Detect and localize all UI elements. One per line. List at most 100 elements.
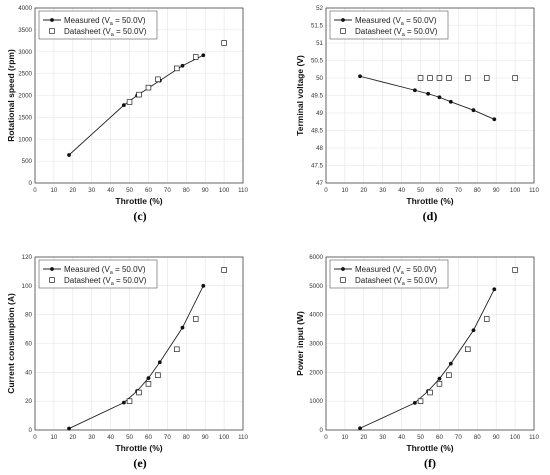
legend-marker-datasheet (49, 28, 55, 34)
data-point-datasheet (465, 346, 471, 353)
x-tick-label: 110 (238, 434, 248, 441)
x-tick-label: 70 (455, 187, 462, 194)
legend-label-measured: Measured (Va = 50.0V) (64, 16, 146, 27)
x-tick-label: 90 (202, 434, 209, 441)
plot-frame (34, 256, 244, 431)
x-tick-label: 70 (455, 434, 462, 441)
data-point-datasheet (136, 389, 142, 396)
y-axis-label: Rotational speed (rpm) (6, 49, 16, 142)
data-point-measured (412, 88, 417, 93)
legend-box (38, 259, 158, 289)
data-point-datasheet (126, 398, 133, 404)
data-point-measured (412, 400, 417, 405)
y-axis-label: Terminal voltage (V) (295, 55, 305, 136)
y-tick-label: 1500 (18, 114, 32, 121)
x-tick-label: 20 (360, 187, 367, 194)
chart-panel-c: 0 10 20 30 40 50 60 70 80 90 100 110 0 500 1000 1500 200… (6, 5, 248, 223)
data-point-measured (146, 376, 151, 380)
y-tick-label: 60 (25, 341, 32, 348)
data-point-measured (180, 63, 185, 68)
x-tick-label: 60 (145, 187, 152, 194)
chart-panel-f: 0 10 20 30 40 50 60 70 80 90 100 110 0 1000 2000 3000 40… (295, 254, 539, 470)
x-tick-label: 60 (436, 434, 443, 441)
y-tick-label: 48.5 (311, 128, 324, 135)
x-tick-label: 100 (510, 187, 521, 194)
x-tick-label: 50 (126, 434, 133, 441)
legend-marker-datasheet (340, 28, 346, 34)
y-tick-label: 4000 (18, 5, 32, 12)
y-tick-label: 1000 (18, 136, 32, 143)
data-point-measured (426, 91, 431, 96)
y-axis-label: Current consumption (A) (6, 293, 16, 394)
chart-panel-e: 0 10 20 30 40 50 60 70 80 90 100 110 0 20 40 60 80 100 120… (6, 254, 248, 470)
data-point-datasheet (155, 76, 161, 83)
data-point-datasheet (446, 372, 452, 378)
data-point-datasheet (427, 75, 433, 81)
x-tick-label: 40 (398, 434, 405, 441)
x-axis-label: Throttle (%) (115, 443, 162, 453)
data-point-measured (67, 153, 71, 157)
y-tick-label: 3500 (18, 27, 32, 34)
x-tick-label: 10 (50, 187, 57, 194)
x-tick-label: 80 (474, 187, 481, 194)
y-tick-label: 40 (25, 369, 32, 376)
data-point-measured (492, 117, 497, 122)
data-point-datasheet (155, 372, 161, 378)
x-tick-label: 0 (33, 434, 37, 441)
data-point-measured (358, 74, 362, 79)
data-point-datasheet (436, 381, 443, 387)
y-tick-label: 500 (22, 158, 33, 165)
data-point-datasheet (483, 316, 490, 322)
x-tick-label: 110 (529, 187, 539, 194)
x-tick-label: 50 (126, 187, 133, 194)
data-point-datasheet (192, 54, 199, 60)
x-tick-label: 70 (164, 434, 171, 441)
legend-marker-measured (341, 18, 345, 22)
y-tick-label: 47.5 (311, 163, 324, 170)
chart-panel-d: 0 10 20 30 40 50 60 70 80 90 100 110 47 47.5 48 48.5 49 4… (295, 5, 539, 223)
x-tick-label: 60 (145, 434, 152, 441)
y-tick-label: 120 (22, 254, 33, 261)
data-point-datasheet (174, 65, 180, 72)
data-point-datasheet (512, 267, 518, 273)
plot-frame (325, 7, 535, 184)
data-point-datasheet (145, 84, 152, 91)
x-tick-label: 100 (510, 434, 521, 441)
y-tick-label: 0 (29, 180, 33, 187)
x-tick-label: 60 (436, 187, 443, 194)
x-tick-label: 70 (164, 187, 171, 194)
panel-caption: (f) (424, 456, 436, 470)
y-tick-label: 3000 (309, 341, 323, 348)
legend-marker-datasheet (49, 277, 55, 283)
x-tick-label: 0 (324, 434, 328, 441)
y-tick-label: 20 (25, 398, 32, 405)
legend: Measured (Va = 50.0V)Datasheet (Va = 50.… (329, 10, 449, 40)
y-tick-label: 2500 (18, 71, 32, 78)
y-axis-label: Power input (W) (295, 311, 305, 376)
data-point-measured (180, 325, 185, 330)
data-point-datasheet (512, 75, 518, 81)
y-tick-label: 49 (316, 110, 323, 117)
data-point-measured (121, 103, 126, 108)
data-point-measured (471, 328, 476, 333)
legend-label-datasheet: Datasheet (Va = 50.0V) (64, 276, 147, 287)
x-axis-label: Throttle (%) (406, 443, 453, 453)
data-point-measured (201, 283, 206, 288)
x-tick-label: 80 (183, 187, 190, 194)
x-tick-label: 30 (88, 434, 95, 441)
panel-caption: (c) (133, 209, 146, 223)
x-tick-label: 40 (107, 187, 114, 194)
data-point-measured (471, 108, 476, 113)
y-tick-label: 52 (316, 5, 323, 12)
x-tick-label: 90 (493, 434, 500, 441)
data-point-datasheet (145, 381, 152, 387)
legend-label-measured: Measured (Va = 50.0V) (355, 16, 437, 27)
data-point-datasheet (126, 99, 133, 105)
x-tick-label: 30 (88, 187, 95, 194)
legend-box (38, 10, 158, 40)
data-point-measured (157, 360, 162, 365)
data-point-datasheet (221, 267, 227, 273)
data-point-datasheet (174, 346, 180, 353)
legend-label-datasheet: Datasheet (Va = 50.0V) (64, 27, 147, 38)
